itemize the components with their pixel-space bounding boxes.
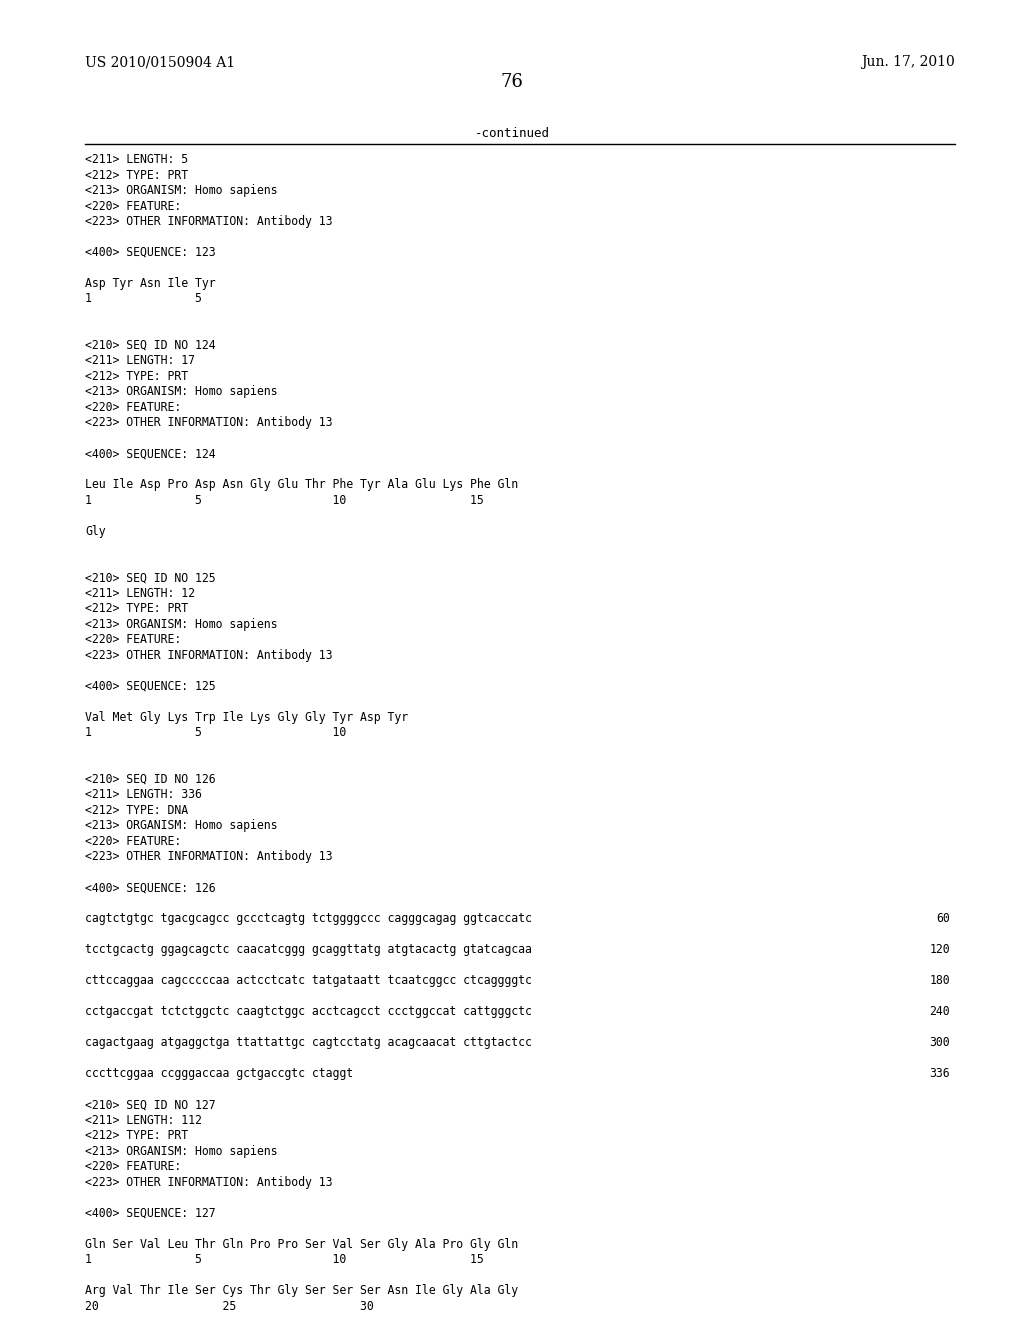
Text: <213> ORGANISM: Homo sapiens: <213> ORGANISM: Homo sapiens xyxy=(85,183,278,197)
Text: US 2010/0150904 A1: US 2010/0150904 A1 xyxy=(85,55,236,69)
Text: <213> ORGANISM: Homo sapiens: <213> ORGANISM: Homo sapiens xyxy=(85,385,278,399)
Text: 76: 76 xyxy=(501,73,523,91)
Text: <210> SEQ ID NO 127: <210> SEQ ID NO 127 xyxy=(85,1098,216,1111)
Text: <223> OTHER INFORMATION: Antibody 13: <223> OTHER INFORMATION: Antibody 13 xyxy=(85,215,333,228)
Text: 1               5                   10                  15: 1 5 10 15 xyxy=(85,494,483,507)
Text: 180: 180 xyxy=(930,974,950,987)
Text: <220> FEATURE:: <220> FEATURE: xyxy=(85,1160,181,1173)
Text: <210> SEQ ID NO 125: <210> SEQ ID NO 125 xyxy=(85,572,216,585)
Text: Leu Ile Asp Pro Asp Asn Gly Glu Thr Phe Tyr Ala Glu Lys Phe Gln: Leu Ile Asp Pro Asp Asn Gly Glu Thr Phe … xyxy=(85,478,518,491)
Text: <400> SEQUENCE: 123: <400> SEQUENCE: 123 xyxy=(85,246,216,259)
Text: <210> SEQ ID NO 126: <210> SEQ ID NO 126 xyxy=(85,774,216,785)
Text: Asp Tyr Asn Ile Tyr: Asp Tyr Asn Ile Tyr xyxy=(85,277,216,290)
Text: 60: 60 xyxy=(936,912,950,925)
Text: <211> LENGTH: 336: <211> LENGTH: 336 xyxy=(85,788,202,801)
Text: <212> TYPE: PRT: <212> TYPE: PRT xyxy=(85,1130,188,1143)
Text: 300: 300 xyxy=(930,1036,950,1049)
Text: 1               5                   10                  15: 1 5 10 15 xyxy=(85,1254,483,1266)
Text: <223> OTHER INFORMATION: Antibody 13: <223> OTHER INFORMATION: Antibody 13 xyxy=(85,1176,333,1189)
Text: Gly: Gly xyxy=(85,525,105,539)
Text: <220> FEATURE:: <220> FEATURE: xyxy=(85,836,181,847)
Text: <400> SEQUENCE: 127: <400> SEQUENCE: 127 xyxy=(85,1206,216,1220)
Text: cttccaggaa cagcccccaa actcctcatc tatgataatt tcaatcggcc ctcaggggtc: cttccaggaa cagcccccaa actcctcatc tatgata… xyxy=(85,974,531,987)
Text: Arg Val Thr Ile Ser Cys Thr Gly Ser Ser Ser Asn Ile Gly Ala Gly: Arg Val Thr Ile Ser Cys Thr Gly Ser Ser … xyxy=(85,1284,518,1298)
Text: 240: 240 xyxy=(930,1006,950,1019)
Text: 1               5                   10: 1 5 10 xyxy=(85,726,346,739)
Text: <400> SEQUENCE: 125: <400> SEQUENCE: 125 xyxy=(85,680,216,693)
Text: Gln Ser Val Leu Thr Gln Pro Pro Ser Val Ser Gly Ala Pro Gly Gln: Gln Ser Val Leu Thr Gln Pro Pro Ser Val … xyxy=(85,1238,518,1251)
Text: <212> TYPE: PRT: <212> TYPE: PRT xyxy=(85,169,188,182)
Text: <211> LENGTH: 112: <211> LENGTH: 112 xyxy=(85,1114,202,1127)
Text: cagtctgtgc tgacgcagcc gccctcagtg tctggggccc cagggcagag ggtcaccatc: cagtctgtgc tgacgcagcc gccctcagtg tctgggg… xyxy=(85,912,531,925)
Text: <220> FEATURE:: <220> FEATURE: xyxy=(85,401,181,414)
Text: <212> TYPE: PRT: <212> TYPE: PRT xyxy=(85,602,188,615)
Text: tcctgcactg ggagcagctc caacatcggg gcaggttatg atgtacactg gtatcagcaa: tcctgcactg ggagcagctc caacatcggg gcaggtt… xyxy=(85,944,531,957)
Text: Jun. 17, 2010: Jun. 17, 2010 xyxy=(861,55,955,69)
Text: <400> SEQUENCE: 124: <400> SEQUENCE: 124 xyxy=(85,447,216,461)
Text: <223> OTHER INFORMATION: Antibody 13: <223> OTHER INFORMATION: Antibody 13 xyxy=(85,850,333,863)
Text: cagactgaag atgaggctga ttattattgc cagtcctatg acagcaacat cttgtactcc: cagactgaag atgaggctga ttattattgc cagtcct… xyxy=(85,1036,531,1049)
Text: <211> LENGTH: 17: <211> LENGTH: 17 xyxy=(85,355,195,367)
Text: <213> ORGANISM: Homo sapiens: <213> ORGANISM: Homo sapiens xyxy=(85,820,278,833)
Text: <212> TYPE: PRT: <212> TYPE: PRT xyxy=(85,370,188,383)
Text: <213> ORGANISM: Homo sapiens: <213> ORGANISM: Homo sapiens xyxy=(85,618,278,631)
Text: <211> LENGTH: 5: <211> LENGTH: 5 xyxy=(85,153,188,166)
Text: <212> TYPE: DNA: <212> TYPE: DNA xyxy=(85,804,188,817)
Text: cctgaccgat tctctggctc caagtctggc acctcagcct ccctggccat cattgggctc: cctgaccgat tctctggctc caagtctggc acctcag… xyxy=(85,1006,531,1019)
Text: 1               5: 1 5 xyxy=(85,293,202,305)
Text: cccttcggaa ccgggaccaa gctgaccgtc ctaggt: cccttcggaa ccgggaccaa gctgaccgtc ctaggt xyxy=(85,1068,353,1081)
Text: <220> FEATURE:: <220> FEATURE: xyxy=(85,199,181,213)
Text: -continued: -continued xyxy=(474,127,550,140)
Text: <400> SEQUENCE: 126: <400> SEQUENCE: 126 xyxy=(85,882,216,895)
Text: 336: 336 xyxy=(930,1068,950,1081)
Text: <223> OTHER INFORMATION: Antibody 13: <223> OTHER INFORMATION: Antibody 13 xyxy=(85,649,333,663)
Text: <220> FEATURE:: <220> FEATURE: xyxy=(85,634,181,647)
Text: <211> LENGTH: 12: <211> LENGTH: 12 xyxy=(85,587,195,601)
Text: 120: 120 xyxy=(930,944,950,957)
Text: <213> ORGANISM: Homo sapiens: <213> ORGANISM: Homo sapiens xyxy=(85,1144,278,1158)
Text: Val Met Gly Lys Trp Ile Lys Gly Gly Tyr Asp Tyr: Val Met Gly Lys Trp Ile Lys Gly Gly Tyr … xyxy=(85,711,409,723)
Text: 20                  25                  30: 20 25 30 xyxy=(85,1300,374,1313)
Text: <223> OTHER INFORMATION: Antibody 13: <223> OTHER INFORMATION: Antibody 13 xyxy=(85,417,333,429)
Text: <210> SEQ ID NO 124: <210> SEQ ID NO 124 xyxy=(85,339,216,352)
